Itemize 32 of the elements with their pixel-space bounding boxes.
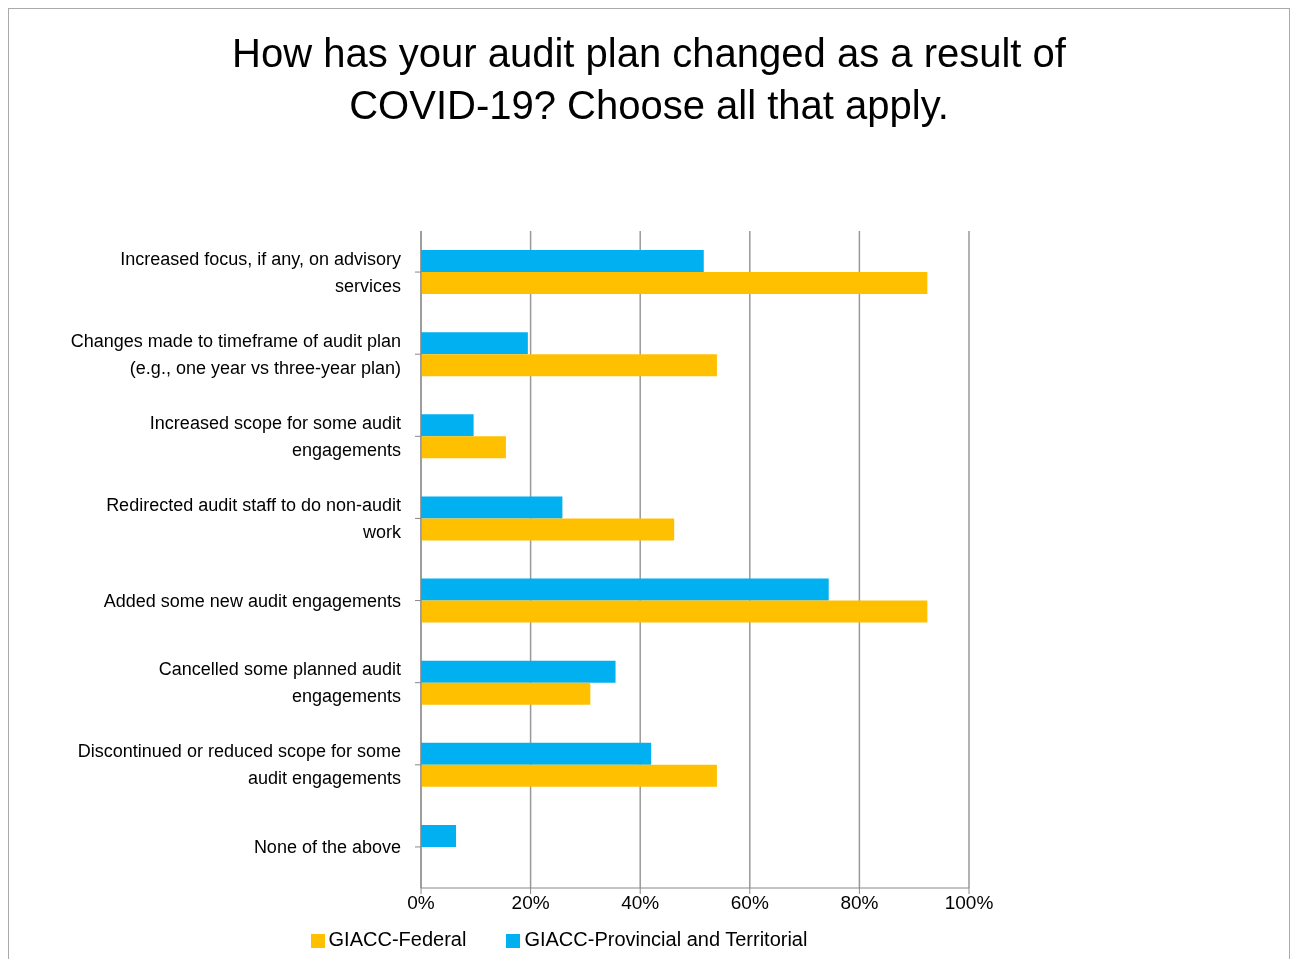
bar <box>421 518 675 541</box>
y-tick-label: None of the above <box>253 836 401 857</box>
y-tick-label: Added some new audit engagements <box>103 590 401 611</box>
chart-title: How has your audit plan changed as a result of COVID-19? Choose all that apply. <box>231 30 1067 129</box>
x-tick-label: 60% <box>730 892 769 914</box>
bar <box>421 414 474 437</box>
y-tick-label: Increased focus, if any, on advisory services <box>120 248 401 296</box>
bar <box>421 682 591 705</box>
legend-label: GIACC-Federal <box>328 928 467 950</box>
bar <box>421 764 717 787</box>
y-tick-label: Discontinued or reduced scope for some audit engagements <box>77 741 401 789</box>
bar <box>421 354 717 377</box>
x-tick-label: 40% <box>621 892 660 914</box>
legend-label: GIACC-Provincial and Territorial <box>524 928 808 950</box>
x-tick-label: 20% <box>511 892 550 914</box>
y-tick-label: Cancelled some planned audit engagements <box>158 659 401 707</box>
x-tick-label: 0% <box>407 892 435 914</box>
bar <box>421 578 829 601</box>
bar <box>421 660 616 683</box>
y-tick-label: Redirected audit staff to do non-audit work <box>106 494 402 542</box>
bar <box>421 332 528 355</box>
bar <box>421 496 563 519</box>
x-tick-label: 100% <box>944 892 994 914</box>
y-tick-label: Changes made to timeframe of audit plan (e.g., one year vs three-year plan) <box>70 330 401 378</box>
bar <box>421 250 704 272</box>
bar <box>421 742 652 765</box>
bar <box>421 600 928 623</box>
bar <box>421 824 457 847</box>
y-tick-label: Increased scope for some audit engagements <box>149 412 401 460</box>
bar <box>421 436 506 459</box>
x-tick-label: 80% <box>840 892 879 914</box>
bar <box>421 272 928 294</box>
